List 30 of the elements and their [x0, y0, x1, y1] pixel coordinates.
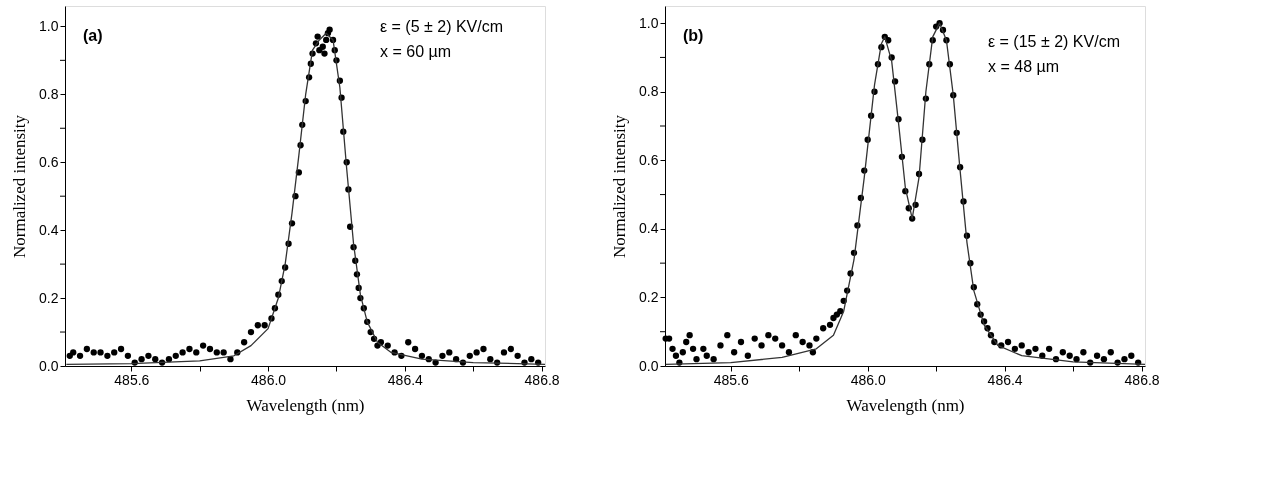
x-tick-label: 486.8 [524, 371, 560, 388]
y-tick-label: 0.2 [639, 288, 659, 305]
x-axis-title: Wavelength (nm) [846, 395, 965, 415]
annotation: (a) [83, 27, 103, 44]
x-tick-label: 486.4 [987, 371, 1023, 388]
y-tick-label: 0.6 [39, 153, 59, 170]
y-tick-label: 0.6 [639, 151, 659, 168]
y-tick-label: 0.2 [39, 289, 59, 306]
x-tick-label: 486.0 [850, 371, 886, 388]
y-axis-title: Normalized intensity [610, 114, 630, 259]
x-tick-label: 486.0 [251, 371, 287, 388]
annotation: x = 60 µm [380, 43, 452, 60]
y-tick-label: 0.8 [39, 85, 59, 102]
y-tick-label: 1.0 [39, 17, 59, 34]
x-axis-title: Wavelength (nm) [246, 395, 365, 415]
annotation: (b) [683, 27, 704, 44]
annotation: x = 48 µm [988, 58, 1060, 75]
x-tick-label: 485.6 [114, 371, 150, 388]
annotation: ε = (15 ± 2) KV/cm [988, 33, 1120, 50]
y-axis-title: Normalized intensity [10, 114, 30, 259]
x-tick-label: 485.6 [713, 371, 749, 388]
annotation: ε = (5 ± 2) KV/cm [380, 18, 504, 35]
y-tick-label: 1.0 [639, 14, 659, 31]
y-tick-label: 0.8 [639, 83, 659, 100]
y-tick-label: 0.4 [39, 221, 59, 238]
y-tick-label: 0.0 [639, 357, 659, 374]
x-tick-label: 486.4 [387, 371, 424, 388]
x-tick-label: 486.8 [1124, 371, 1160, 388]
y-tick-label: 0.0 [39, 357, 59, 374]
y-tick-label: 0.4 [639, 220, 659, 237]
